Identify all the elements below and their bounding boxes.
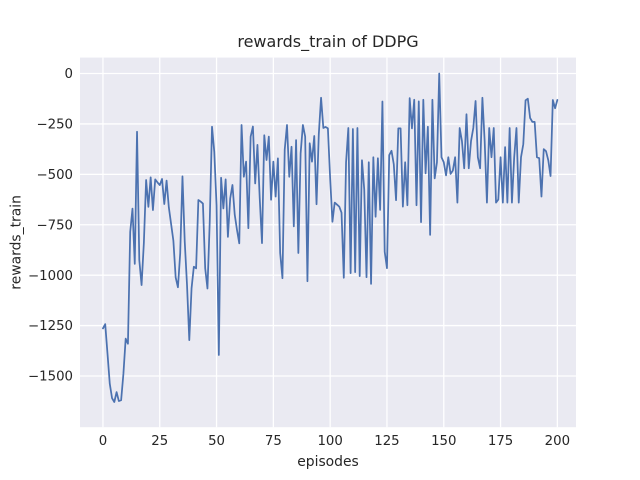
x-tick-labels: 0 25 50 75 100 125 150 175 200 xyxy=(99,434,570,449)
series-rewards_train xyxy=(102,72,559,403)
y-tick-label: −750 xyxy=(36,218,73,233)
data-series-line xyxy=(102,72,559,403)
y-tick-label: −1250 xyxy=(28,319,73,334)
y-tick-labels: 0 −250 −500 −750 −1000 −1250 −1500 xyxy=(28,67,73,384)
y-tick-label: −1000 xyxy=(28,269,73,284)
x-tick-label: 50 xyxy=(208,434,225,449)
x-tick-label: 25 xyxy=(151,434,168,449)
y-tick-label: −1500 xyxy=(28,370,73,385)
y-tick-label: −500 xyxy=(36,168,73,183)
y-tick-label: 0 xyxy=(65,67,73,82)
x-axis-label: episodes xyxy=(297,454,359,470)
x-tick-label: 175 xyxy=(488,434,513,449)
x-tick-label: 200 xyxy=(545,434,570,449)
x-tick-label: 125 xyxy=(374,434,399,449)
plot-area xyxy=(80,57,576,428)
x-tick-label: 150 xyxy=(431,434,456,449)
x-tick-label: 0 xyxy=(99,434,107,449)
x-tick-label: 75 xyxy=(265,434,282,449)
y-axis-label: rewards_train xyxy=(9,195,25,290)
x-tick-label: 100 xyxy=(317,434,342,449)
chart-title: rewards_train of DDPG xyxy=(237,32,418,52)
y-tick-label: −250 xyxy=(36,118,73,133)
